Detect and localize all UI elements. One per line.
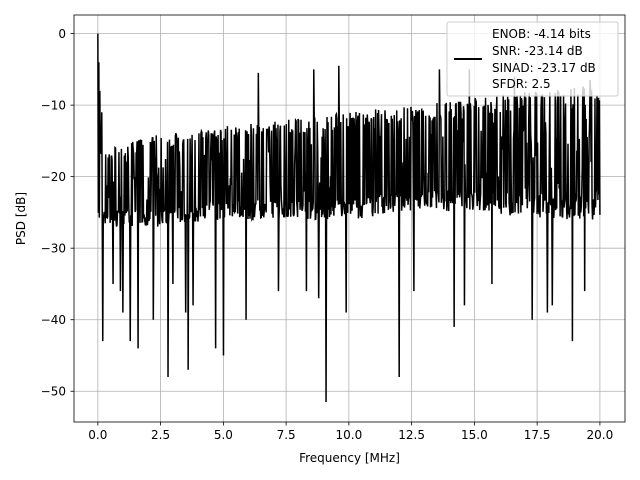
legend-box [446,21,619,97]
legend-enob: ENOB: -4.14 bits [492,27,591,41]
psd-trace [97,33,601,402]
x-tick-label: 5.0 [214,428,233,442]
y-tick-label: −50 [41,385,66,399]
x-tick-label: 0.0 [88,428,107,442]
y-tick-label: 0 [58,27,66,41]
x-tick-label: 12.5 [398,428,425,442]
series-line [97,33,601,402]
x-tick-label: 15.0 [461,428,488,442]
legend-sinad: SINAD: -23.17 dB [492,61,596,75]
x-tick-label: 7.5 [277,428,296,442]
y-tick-label: −20 [41,170,66,184]
x-axis-ticks: 0.0 2.5 5.0 7.5 10.0 12.5 15.0 17.5 20.0 [88,422,613,442]
y-tick-label: −30 [41,242,66,256]
legend-snr: SNR: -23.14 dB [492,44,583,58]
x-axis-label: Frequency [MHz] [299,451,400,465]
x-tick-label: 10.0 [336,428,363,442]
y-tick-label: −10 [41,99,66,113]
legend: ENOB: -4.14 bits SNR: -23.14 dB SINAD: -… [446,21,619,97]
x-tick-label: 2.5 [151,428,170,442]
y-axis-label: PSD [dB] [14,192,28,245]
y-tick-label: −40 [41,313,66,327]
x-tick-label: 20.0 [587,428,614,442]
plot-frame [73,14,626,423]
y-axis-ticks: 0 −10 −20 −30 −40 −50 [41,27,74,399]
x-tick-label: 17.5 [524,428,551,442]
legend-sfdr: SFDR: 2.5 [492,77,551,91]
